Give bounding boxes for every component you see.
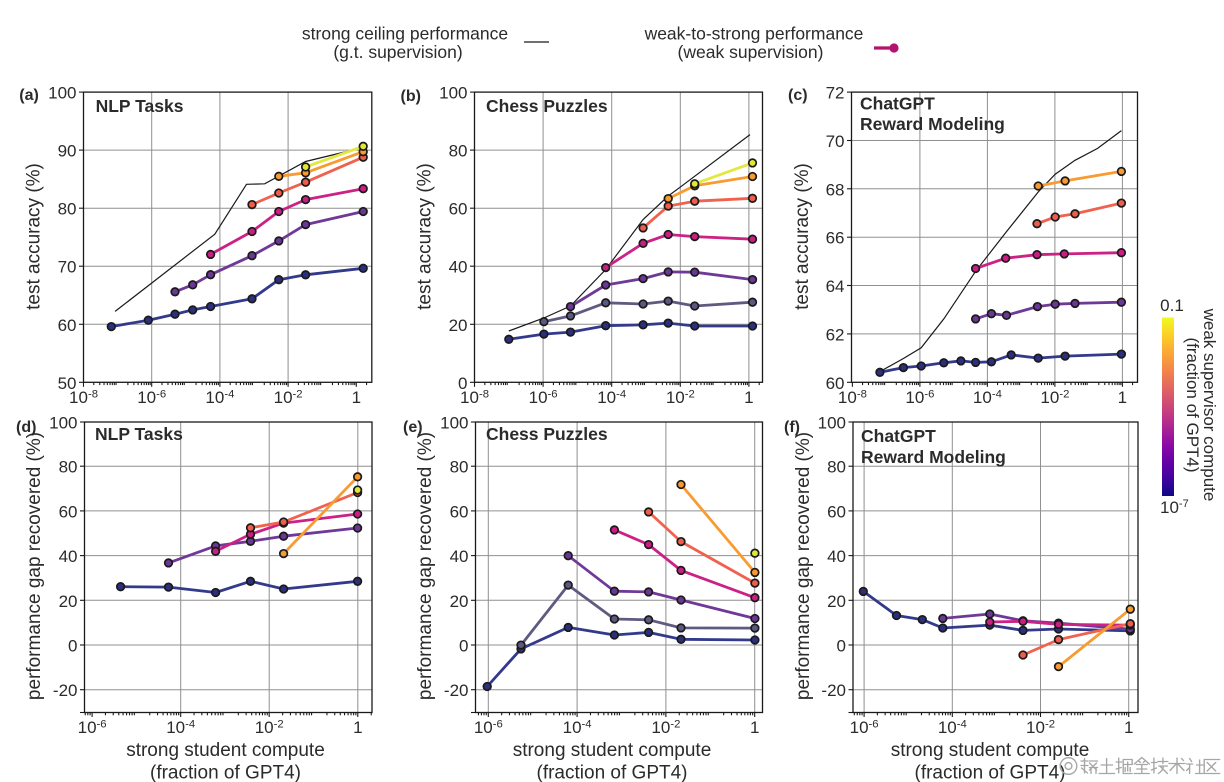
- svg-text:62: 62: [826, 325, 845, 344]
- svg-text:70: 70: [58, 258, 77, 277]
- svg-text:0: 0: [458, 374, 467, 393]
- svg-text:NLP Tasks: NLP Tasks: [96, 96, 184, 116]
- svg-text:100: 100: [48, 84, 76, 103]
- svg-text:Reward Modeling: Reward Modeling: [860, 114, 1005, 134]
- svg-text:0.1: 0.1: [1160, 296, 1184, 315]
- svg-text:100: 100: [440, 414, 468, 433]
- svg-text:strong student compute: strong student compute: [891, 740, 1090, 761]
- svg-text:20: 20: [59, 592, 78, 611]
- svg-text:40: 40: [59, 547, 78, 566]
- svg-text:-20: -20: [53, 681, 78, 700]
- svg-text:68: 68: [826, 180, 845, 199]
- svg-text:80: 80: [450, 458, 469, 477]
- svg-text:(e): (e): [403, 419, 423, 436]
- svg-text:performance gap recovered (%): performance gap recovered (%): [415, 432, 436, 700]
- svg-text:20: 20: [449, 316, 468, 335]
- svg-text:60: 60: [826, 374, 845, 393]
- svg-text:40: 40: [827, 547, 846, 566]
- svg-text:80: 80: [449, 142, 468, 161]
- svg-text:(f): (f): [784, 419, 800, 436]
- svg-text:(c): (c): [788, 87, 808, 104]
- svg-text:(weak supervision): (weak supervision): [678, 42, 824, 62]
- svg-text:test accuracy (%): test accuracy (%): [792, 163, 813, 310]
- svg-text:50: 50: [58, 374, 77, 393]
- svg-text:strong student compute: strong student compute: [513, 740, 712, 761]
- svg-text:100: 100: [818, 414, 846, 433]
- svg-text:strong ceiling performance: strong ceiling performance: [302, 24, 508, 44]
- svg-text:strong student compute: strong student compute: [126, 740, 325, 761]
- svg-text:64: 64: [826, 277, 845, 296]
- svg-text:(a): (a): [19, 87, 39, 104]
- svg-text:(b): (b): [401, 88, 421, 105]
- svg-text:1: 1: [353, 718, 362, 737]
- svg-text:(fraction of GPT4): (fraction of GPT4): [537, 763, 688, 782]
- svg-text:1: 1: [750, 718, 759, 737]
- svg-text:80: 80: [827, 458, 846, 477]
- svg-text:NLP Tasks: NLP Tasks: [95, 424, 183, 444]
- svg-text:1: 1: [744, 388, 753, 407]
- svg-text:(d): (d): [16, 419, 36, 436]
- svg-text:test accuracy (%): test accuracy (%): [24, 163, 45, 310]
- svg-text:ChatGPT: ChatGPT: [860, 94, 935, 114]
- svg-text:-20: -20: [821, 681, 846, 700]
- svg-text:(fraction of GPT4): (fraction of GPT4): [915, 763, 1066, 782]
- svg-text:1: 1: [352, 388, 361, 407]
- svg-text:72: 72: [826, 84, 845, 103]
- svg-text:0: 0: [68, 637, 77, 656]
- svg-text:60: 60: [450, 502, 469, 521]
- svg-text:performance gap recovered (%): performance gap recovered (%): [24, 432, 45, 700]
- svg-text:(g.t. supervision): (g.t. supervision): [333, 42, 462, 62]
- svg-text:Chess Puzzles: Chess Puzzles: [486, 96, 608, 116]
- svg-text:(fraction of GPT4): (fraction of GPT4): [150, 763, 301, 782]
- svg-text:1: 1: [1118, 388, 1127, 407]
- svg-text:-20: -20: [444, 681, 469, 700]
- svg-text:weak-to-strong performance: weak-to-strong performance: [644, 24, 864, 44]
- svg-text:Reward Modeling: Reward Modeling: [861, 447, 1006, 467]
- svg-text:weak supervisor compute: weak supervisor compute: [1200, 308, 1219, 502]
- svg-text:60: 60: [59, 502, 78, 521]
- svg-text:60: 60: [449, 200, 468, 219]
- svg-text:60: 60: [58, 316, 77, 335]
- svg-text:60: 60: [827, 502, 846, 521]
- svg-text:0: 0: [459, 637, 468, 656]
- svg-text:0: 0: [837, 637, 846, 656]
- svg-text:1: 1: [1124, 718, 1133, 737]
- svg-text:100: 100: [439, 84, 467, 103]
- svg-text:ChatGPT: ChatGPT: [861, 426, 936, 446]
- svg-text:100: 100: [49, 414, 77, 433]
- svg-text:80: 80: [59, 458, 78, 477]
- svg-text:20: 20: [450, 592, 469, 611]
- svg-text:Chess Puzzles: Chess Puzzles: [486, 424, 608, 444]
- svg-text:20: 20: [827, 592, 846, 611]
- svg-text:90: 90: [58, 142, 77, 161]
- svg-text:performance gap recovered (%): performance gap recovered (%): [793, 432, 814, 700]
- svg-text:(fraction of GPT4): (fraction of GPT4): [1183, 337, 1202, 472]
- svg-text:test accuracy (%): test accuracy (%): [415, 163, 436, 310]
- svg-text:80: 80: [58, 200, 77, 219]
- svg-text:40: 40: [449, 258, 468, 277]
- svg-text:40: 40: [450, 547, 469, 566]
- svg-text:70: 70: [826, 132, 845, 151]
- svg-text:66: 66: [826, 229, 845, 248]
